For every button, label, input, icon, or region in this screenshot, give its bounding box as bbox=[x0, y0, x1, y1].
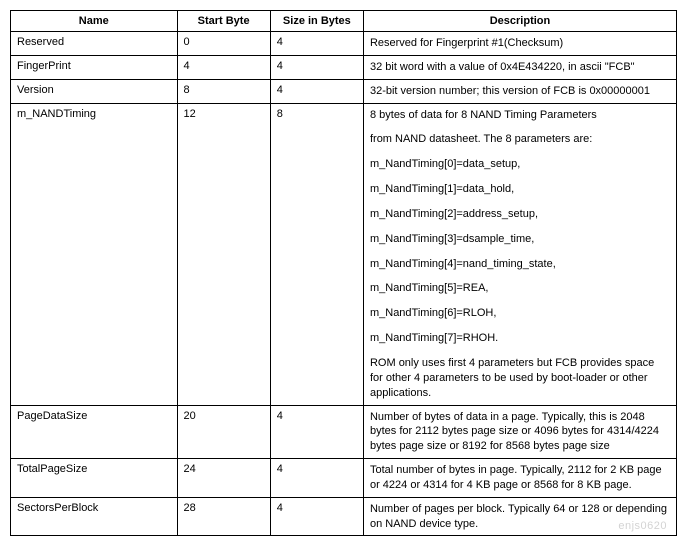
table-row: FingerPrint4432 bit word with a value of… bbox=[11, 55, 677, 79]
desc-line: m_NandTiming[1]=data_hold, bbox=[370, 182, 670, 197]
spec-table: Name Start Byte Size in Bytes Descriptio… bbox=[10, 10, 677, 536]
cell-name: TotalPageSize bbox=[11, 459, 178, 498]
desc-line: Number of pages per block. Typically 64 … bbox=[370, 502, 670, 532]
cell-description: 32 bit word with a value of 0x4E434220, … bbox=[363, 55, 676, 79]
col-header-size: Size in Bytes bbox=[270, 11, 363, 32]
desc-line: ROM only uses first 4 parameters but FCB… bbox=[370, 356, 670, 401]
cell-size-bytes: 4 bbox=[270, 79, 363, 103]
cell-description: Total number of bytes in page. Typically… bbox=[363, 459, 676, 498]
cell-name: Version bbox=[11, 79, 178, 103]
desc-line: Reserved for Fingerprint #1(Checksum) bbox=[370, 36, 670, 51]
cell-start-byte: 12 bbox=[177, 103, 270, 405]
col-header-desc: Description bbox=[363, 11, 676, 32]
desc-line: 32-bit version number; this version of F… bbox=[370, 84, 670, 99]
cell-name: FingerPrint bbox=[11, 55, 178, 79]
cell-start-byte: 24 bbox=[177, 459, 270, 498]
desc-line: 32 bit word with a value of 0x4E434220, … bbox=[370, 60, 670, 75]
cell-size-bytes: 4 bbox=[270, 405, 363, 459]
cell-description: 8 bytes of data for 8 NAND Timing Parame… bbox=[363, 103, 676, 405]
cell-start-byte: 20 bbox=[177, 405, 270, 459]
cell-name: SectorsPerBlock bbox=[11, 497, 178, 536]
cell-description: Reserved for Fingerprint #1(Checksum) bbox=[363, 32, 676, 56]
cell-start-byte: 28 bbox=[177, 497, 270, 536]
cell-size-bytes: 4 bbox=[270, 55, 363, 79]
cell-name: Reserved bbox=[11, 32, 178, 56]
col-header-name: Name bbox=[11, 11, 178, 32]
table-body: Reserved04Reserved for Fingerprint #1(Ch… bbox=[11, 32, 677, 536]
table-row: Version84 32-bit version number; this ver… bbox=[11, 79, 677, 103]
table-row: TotalPageSize244Total number of bytes in… bbox=[11, 459, 677, 498]
table-row: m_NANDTiming128 8 bytes of data for 8 NAN… bbox=[11, 103, 677, 405]
desc-line: m_NandTiming[5]=REA, bbox=[370, 281, 670, 296]
cell-start-byte: 4 bbox=[177, 55, 270, 79]
cell-size-bytes: 4 bbox=[270, 459, 363, 498]
cell-description: 32-bit version number; this version of F… bbox=[363, 79, 676, 103]
desc-line: m_NandTiming[3]=dsample_time, bbox=[370, 232, 670, 247]
cell-size-bytes: 8 bbox=[270, 103, 363, 405]
cell-description: Number of pages per block. Typically 64 … bbox=[363, 497, 676, 536]
cell-start-byte: 8 bbox=[177, 79, 270, 103]
col-header-start: Start Byte bbox=[177, 11, 270, 32]
cell-name: m_NANDTiming bbox=[11, 103, 178, 405]
cell-start-byte: 0 bbox=[177, 32, 270, 56]
table-header-row: Name Start Byte Size in Bytes Descriptio… bbox=[11, 11, 677, 32]
cell-size-bytes: 4 bbox=[270, 32, 363, 56]
cell-name: PageDataSize bbox=[11, 405, 178, 459]
desc-line: m_NandTiming[4]=nand_timing_state, bbox=[370, 257, 670, 272]
desc-line: Number of bytes of data in a page. Typic… bbox=[370, 410, 670, 455]
desc-line: m_NandTiming[6]=RLOH, bbox=[370, 306, 670, 321]
desc-line: m_NandTiming[7]=RHOH. bbox=[370, 331, 670, 346]
desc-line: from NAND datasheet. The 8 parameters ar… bbox=[370, 132, 670, 147]
table-row: PageDataSize204Number of bytes of data i… bbox=[11, 405, 677, 459]
cell-size-bytes: 4 bbox=[270, 497, 363, 536]
table-row: Reserved04 Reserved for Fingerprint #1(Ch… bbox=[11, 32, 677, 56]
cell-description: Number of bytes of data in a page. Typic… bbox=[363, 405, 676, 459]
desc-line: m_NandTiming[0]=data_setup, bbox=[370, 157, 670, 172]
desc-line: 8 bytes of data for 8 NAND Timing Parame… bbox=[370, 108, 670, 123]
table-row: SectorsPerBlock284Number of pages per bl… bbox=[11, 497, 677, 536]
desc-line: Total number of bytes in page. Typically… bbox=[370, 463, 670, 493]
desc-line: m_NandTiming[2]=address_setup, bbox=[370, 207, 670, 222]
